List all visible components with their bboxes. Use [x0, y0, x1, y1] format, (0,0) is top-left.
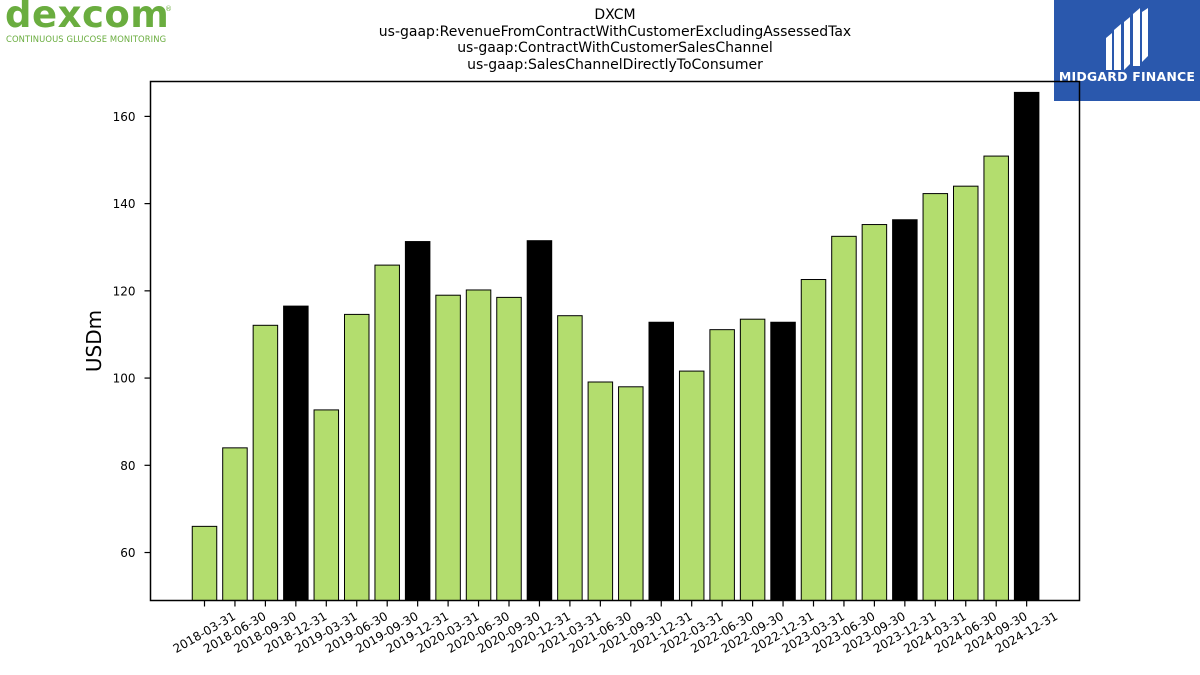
- bar-quarter: [922, 193, 949, 601]
- bar-quarter: [374, 264, 400, 601]
- midgard-finance-logo: MIDGARD FINANCE: [1054, 0, 1200, 101]
- bar-quarter: [618, 386, 644, 602]
- y-tick-label: 60: [120, 546, 135, 560]
- y-tick-label: 100: [113, 372, 136, 386]
- y-tick-label: 80: [120, 459, 135, 473]
- bar-quarter: [800, 279, 827, 601]
- bar-quarter: [983, 155, 1009, 602]
- chart-title-line: us-gaap:RevenueFromContractWithCustomerE…: [378, 23, 852, 40]
- bar-quarter: [831, 235, 857, 602]
- y-tick-label: 160: [113, 110, 136, 124]
- dexcom-logo-registered-mark: ®: [165, 5, 172, 13]
- bar-year-end: [526, 240, 553, 601]
- bar-year-end: [404, 241, 431, 601]
- y-axis: 60 80 100 120 140 160: [113, 110, 151, 560]
- y-tick-label: 120: [113, 284, 136, 298]
- bar-quarter: [191, 525, 218, 601]
- midgard-finance-wordmark: MIDGARD FINANCE: [1058, 69, 1196, 84]
- bar-quarter: [739, 318, 766, 601]
- chart-title: DXCM us-gaap:RevenueFromContractWithCust…: [300, 7, 930, 73]
- y-axis-label: USDm: [82, 310, 106, 372]
- bar-quarter: [435, 294, 461, 601]
- chart-title-line: DXCM: [594, 7, 636, 23]
- bar-quarter: [252, 324, 279, 601]
- bar-quarter: [953, 185, 979, 601]
- bar-quarter: [557, 315, 583, 601]
- bar-quarter: [222, 447, 248, 601]
- bar-quarter: [678, 370, 705, 601]
- bar-year-end: [770, 321, 796, 601]
- bar-quarter: [709, 329, 735, 601]
- x-axis: 2018-03-312018-06-302018-09-302018-12-31…: [171, 600, 1060, 656]
- midgard-emblem-icon: [1106, 8, 1148, 70]
- bar-year-end: [1013, 91, 1040, 602]
- y-tick-label: 140: [113, 197, 136, 211]
- bar-year-end: [892, 219, 918, 601]
- dexcom-logo-tagline: CONTINUOUS GLUCOSE MONITORING: [6, 34, 167, 44]
- bar-quarter: [465, 289, 492, 601]
- bar-quarter: [861, 224, 888, 602]
- bar-quarter: [344, 313, 370, 601]
- bar-quarter: [587, 381, 614, 601]
- plot-frame: [149, 80, 1081, 602]
- dexcom-logo: dexcom ® CONTINUOUS GLUCOSE MONITORING: [5, 0, 180, 50]
- chart-title-line: us-gaap:SalesChannelDirectlyToConsumer: [467, 56, 763, 73]
- bar-year-end: [648, 321, 674, 601]
- bars-group: [191, 91, 1040, 602]
- dexcom-logo-wordmark: dexcom: [5, 0, 170, 36]
- chart-title-line: us-gaap:ContractWithCustomerSalesChannel: [457, 40, 773, 56]
- bar-quarter: [313, 409, 340, 601]
- bar-year-end: [283, 305, 309, 601]
- bar-quarter: [496, 296, 522, 601]
